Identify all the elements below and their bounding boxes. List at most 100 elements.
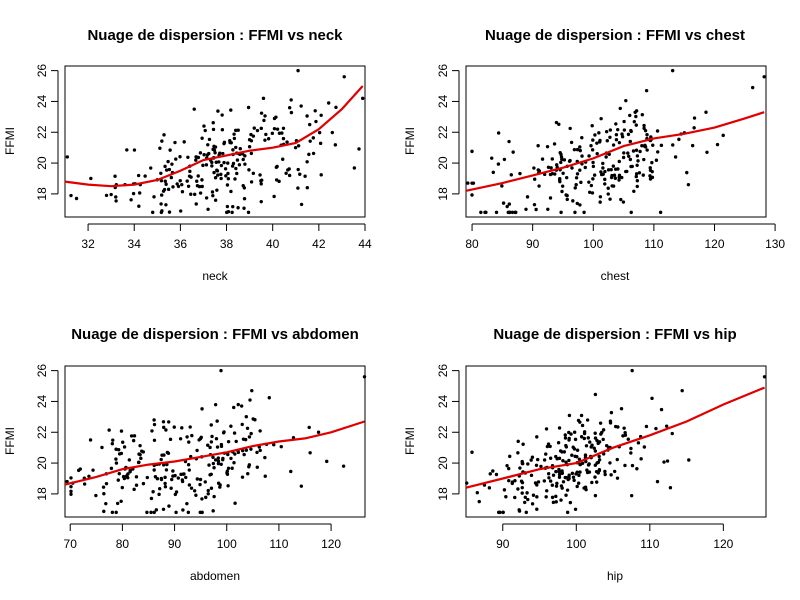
- x-axis-label: neck: [202, 269, 228, 283]
- data-point: [692, 116, 697, 120]
- data-point: [548, 456, 553, 460]
- data-point: [128, 470, 132, 474]
- data-point: [762, 75, 766, 79]
- data-point: [715, 142, 720, 147]
- data-point: [601, 161, 605, 166]
- data-point: [636, 441, 641, 445]
- data-point: [622, 151, 626, 155]
- data-point: [535, 483, 539, 487]
- data-point: [470, 450, 474, 454]
- data-point: [511, 150, 515, 154]
- plot-frame: [64, 365, 366, 518]
- data-point: [159, 171, 163, 175]
- data-point: [176, 476, 181, 480]
- data-point: [261, 96, 266, 101]
- x-tick-label: 42: [312, 237, 326, 251]
- data-point: [549, 166, 553, 170]
- data-point: [113, 174, 117, 178]
- data-point: [163, 179, 167, 183]
- data-point: [149, 496, 154, 501]
- data-point: [152, 510, 156, 515]
- data-point: [202, 124, 206, 128]
- y-axis: 18 20 22 24 26: [35, 364, 59, 501]
- data-point: [109, 466, 114, 471]
- data-point: [563, 475, 567, 480]
- data-point: [230, 210, 234, 215]
- data-point: [609, 473, 613, 477]
- data-point: [567, 436, 571, 441]
- data-point: [308, 451, 312, 455]
- data-point: [575, 448, 580, 452]
- data-point: [247, 168, 251, 172]
- data-point: [516, 451, 520, 455]
- data-point: [575, 470, 579, 474]
- data-point: [200, 497, 204, 501]
- data-point: [555, 481, 559, 486]
- chart-title: Nuage de dispersion : FFMI vs neck: [87, 27, 343, 44]
- data-point: [578, 462, 583, 467]
- data-point: [654, 158, 659, 162]
- data-point: [519, 479, 524, 483]
- data-point: [206, 207, 210, 211]
- data-point: [303, 174, 307, 178]
- data-point: [554, 120, 559, 125]
- data-point: [213, 458, 218, 462]
- data-point: [194, 493, 198, 497]
- data-point: [109, 192, 113, 197]
- data-point: [651, 143, 655, 147]
- y-tick-label: 22: [436, 125, 450, 139]
- data-point: [263, 138, 267, 142]
- data-point: [574, 176, 579, 180]
- data-point: [488, 472, 492, 476]
- data-point: [189, 192, 193, 196]
- x-axis: 32 34 36 38 40 42 44: [81, 223, 372, 251]
- data-points: [466, 68, 766, 215]
- data-point: [621, 155, 626, 160]
- y-tick-label: 20: [436, 456, 450, 470]
- data-point: [236, 402, 240, 407]
- data-point: [211, 147, 215, 152]
- data-point: [531, 493, 536, 497]
- data-point: [564, 175, 569, 180]
- data-point: [182, 140, 186, 144]
- x-axis: 80 90 100 110 120 130: [465, 223, 785, 251]
- data-point: [598, 421, 603, 425]
- y-tick-label: 22: [35, 425, 49, 439]
- data-point: [235, 158, 240, 162]
- data-point: [198, 477, 203, 482]
- data-point: [171, 185, 175, 189]
- data-point: [305, 186, 310, 190]
- data-point: [532, 202, 537, 207]
- y-tick-label: 26: [35, 364, 49, 378]
- data-point: [692, 126, 696, 130]
- data-point: [537, 184, 541, 188]
- data-point: [618, 106, 622, 111]
- data-point: [122, 445, 127, 449]
- x-axis-label: chest: [601, 269, 630, 283]
- data-point: [259, 182, 263, 186]
- data-point: [274, 178, 279, 182]
- data-point: [186, 184, 191, 188]
- data-point: [252, 126, 256, 130]
- data-point: [137, 204, 141, 208]
- data-point: [592, 446, 596, 450]
- data-point: [159, 193, 164, 197]
- data-point: [215, 188, 219, 192]
- data-point: [158, 487, 162, 491]
- data-point: [545, 444, 550, 449]
- data-point: [187, 483, 192, 487]
- data-point: [145, 510, 149, 515]
- data-point: [518, 171, 522, 176]
- data-point: [178, 437, 183, 441]
- data-point: [236, 128, 240, 132]
- data-point: [216, 456, 221, 460]
- data-point: [194, 155, 198, 159]
- data-point: [219, 442, 224, 447]
- data-point: [570, 471, 575, 476]
- data-point: [542, 479, 547, 483]
- data-point: [597, 454, 601, 459]
- data-point: [229, 108, 233, 112]
- data-point: [172, 425, 176, 429]
- data-point: [466, 181, 470, 185]
- data-point: [479, 210, 483, 215]
